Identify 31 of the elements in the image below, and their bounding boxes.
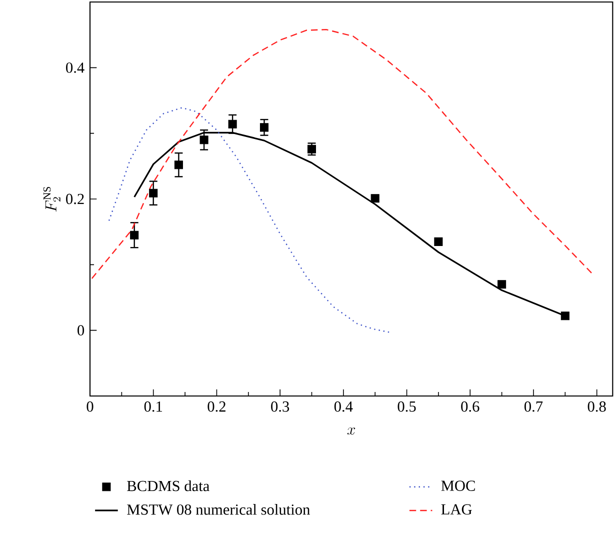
y-axis-title: $F_2^{\mathrm{NS}}$ — [43, 186, 60, 212]
x-tick-label: 0.4 — [334, 401, 353, 412]
point — [307, 144, 316, 154]
x-tick-label: 0.5 — [398, 401, 416, 412]
point — [228, 120, 237, 128]
point — [130, 230, 139, 240]
x-tick-label: 0.8 — [588, 401, 606, 412]
x-tick-label: 0.7 — [524, 401, 543, 412]
y-tick-label: 0.2 — [66, 194, 84, 204]
point — [498, 280, 506, 289]
point — [200, 136, 208, 144]
legend-label: MOC — [441, 480, 475, 491]
line-series — [91, 28, 593, 280]
point — [434, 237, 443, 246]
point — [149, 188, 158, 198]
point — [560, 312, 570, 320]
line-series — [108, 107, 390, 333]
point — [260, 123, 268, 132]
x-tick-label: 0.2 — [208, 401, 226, 412]
legend-label: BCDMS data — [127, 480, 210, 492]
x-axis-title: $x$ — [347, 427, 356, 435]
x-tick-label: 0.6 — [461, 401, 480, 412]
y-tick-label: 0.4 — [66, 62, 84, 73]
legend-label: LAG — [441, 504, 472, 515]
x-tick-label: 0 — [86, 401, 94, 412]
x-tick-label: 0.1 — [144, 401, 162, 412]
point — [174, 160, 183, 170]
legend-label: MSTW 08 numerical solution — [127, 504, 310, 515]
x-tick-label: 0.3 — [271, 401, 290, 412]
point — [370, 194, 380, 203]
y-tick-label: 0 — [78, 325, 84, 336]
